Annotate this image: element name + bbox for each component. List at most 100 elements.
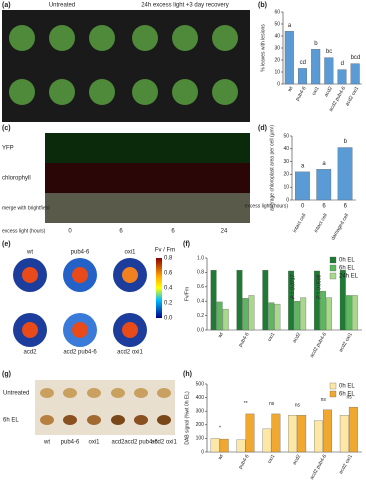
x-tick-label: oxi1 xyxy=(267,453,277,464)
plant-label: pub4-6 xyxy=(71,250,90,256)
bar xyxy=(242,298,249,331)
plant-label: acd2 oxi1 xyxy=(117,350,143,356)
x-axis-label: excess light (hours) xyxy=(245,203,289,209)
y-tick-label: 0 xyxy=(277,81,280,87)
header: Untreated xyxy=(49,3,75,9)
sig-letter: b xyxy=(344,139,348,145)
x-tick-label: oxi1 xyxy=(311,85,321,96)
colorbar-tick: 0.8 xyxy=(164,256,173,262)
x-tick-label: acd2 xyxy=(292,331,303,344)
legend-swatch xyxy=(329,272,337,280)
colorbar-tick: 0.0 xyxy=(164,316,173,322)
sig-mark: * xyxy=(219,426,221,432)
leaves xyxy=(40,388,171,425)
x-tick-label: acd2 xyxy=(292,453,303,466)
bar xyxy=(245,413,255,453)
y-tick-label: 20 xyxy=(274,57,280,63)
y-axis-label: average chloroplast area per cell (µm²) xyxy=(269,125,275,211)
y-tick-label: 10 xyxy=(274,69,280,75)
sig-mark: ns xyxy=(269,401,275,407)
panel-label: (b) xyxy=(258,2,267,9)
bar xyxy=(316,169,332,201)
header: 24h excess light +3 day recovery xyxy=(141,3,229,9)
sig-letter: b xyxy=(314,41,318,47)
y-tick-label: 30 xyxy=(283,159,289,165)
bar xyxy=(350,63,360,85)
micrograph-yfp xyxy=(45,133,250,163)
legend-swatch xyxy=(329,390,337,398)
y-tick-label: 0.8 xyxy=(197,270,204,276)
annotation: P = 0.0508 xyxy=(317,275,323,299)
bar xyxy=(271,413,281,453)
colorbar-tick: 0.4 xyxy=(164,286,173,292)
y-tick-label: 60 xyxy=(274,9,280,15)
y-tick-label: 0 xyxy=(201,449,204,455)
y-tick-label: 0.2 xyxy=(197,313,204,319)
x-value: 6 xyxy=(344,204,348,210)
x-tick-label: wt xyxy=(217,331,225,339)
legend-label: 0h EL xyxy=(339,384,355,390)
colorbar-tick: 0.6 xyxy=(164,271,173,277)
bar xyxy=(222,308,229,331)
y-tick-label: 20 xyxy=(283,172,289,178)
x-tick-label: intact cell xyxy=(292,213,308,234)
plant-label: oxi1 xyxy=(124,250,136,256)
col-label: 6 xyxy=(171,229,175,235)
legend-swatch xyxy=(329,382,337,390)
x-tick-label: wt xyxy=(217,453,225,461)
micrograph-chl xyxy=(45,163,250,193)
bar xyxy=(262,428,272,453)
bar xyxy=(288,415,298,453)
x-tick-label: acd2 pub4-6 xyxy=(309,453,328,480)
bar xyxy=(268,302,275,331)
x-tick-label: acd2 oxi1 xyxy=(338,331,354,353)
bar xyxy=(339,270,346,331)
x-tick-label: oxi1 xyxy=(267,331,277,342)
bar xyxy=(262,270,269,331)
bar xyxy=(320,290,326,331)
x-value: 0 xyxy=(301,204,305,210)
y-axis-label: Fv/Fm xyxy=(184,287,190,301)
legend-label: 0h EL xyxy=(339,258,355,264)
bar xyxy=(210,270,217,331)
row-label: chlorophyll xyxy=(2,176,31,182)
y-axis-label: % leaves with lesions xyxy=(260,24,266,72)
y-tick-label: 10 xyxy=(283,185,289,191)
y-tick-label: 0.4 xyxy=(197,299,204,305)
sig-letter: bc xyxy=(326,49,332,55)
row-label: YFP xyxy=(2,146,14,152)
y-tick-label: 40 xyxy=(274,33,280,39)
y-tick-label: 300 xyxy=(196,409,205,415)
colorbar-title: Fv / Fm xyxy=(155,248,175,254)
col-label: oxi1 xyxy=(88,440,100,446)
plant-label: acd2 xyxy=(23,350,37,356)
y-tick-label: 0 xyxy=(286,197,289,203)
bar xyxy=(236,270,243,331)
bar xyxy=(219,438,229,453)
bar xyxy=(297,68,308,85)
y-tick-label: 0.6 xyxy=(197,284,204,290)
y-tick-label: 0.0 xyxy=(197,327,204,333)
y-tick-label: 500 xyxy=(196,381,205,387)
bar xyxy=(314,420,323,453)
col-label: 24 xyxy=(221,229,228,235)
bar xyxy=(323,409,332,453)
panel-label: (f) xyxy=(183,241,190,248)
x-tick-label: wt xyxy=(287,85,295,93)
y-tick-label: 100 xyxy=(196,436,205,442)
sig-mark: ** xyxy=(244,401,248,407)
col-label: 6 xyxy=(119,229,123,235)
bar xyxy=(311,49,321,85)
legend-label: 24h EL xyxy=(339,274,359,280)
y-tick-label: 1.0 xyxy=(197,255,204,261)
bar xyxy=(339,415,349,453)
x-tick-label: damaged cell xyxy=(330,213,350,242)
x-tick-label: intact cell xyxy=(313,213,329,234)
x-tick-label: acd2 pub4-6 xyxy=(309,331,328,358)
bar xyxy=(351,295,358,331)
legend-label: 6h EL xyxy=(339,392,355,398)
x-value: 6 xyxy=(322,204,326,210)
row-label: merge with brightfield xyxy=(2,205,50,211)
legend-label: 6h EL xyxy=(339,266,355,272)
